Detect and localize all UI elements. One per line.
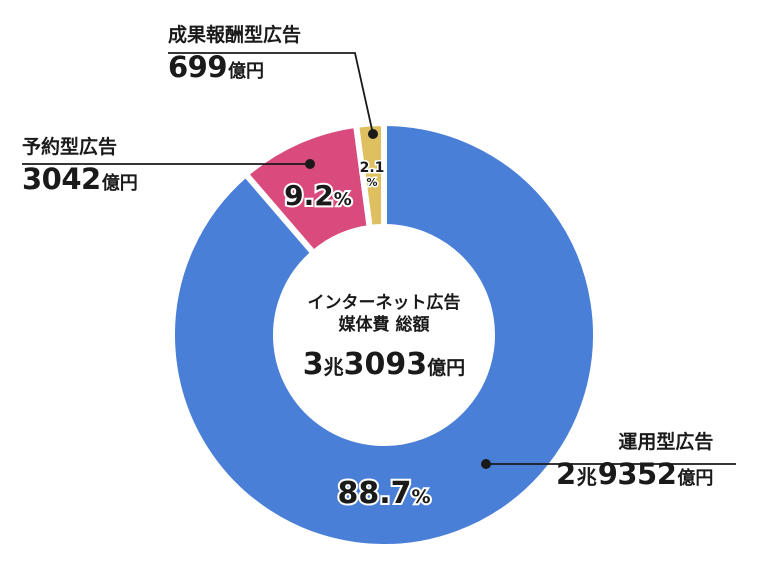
programmatic-ad-amount: 2兆9352億円	[556, 457, 714, 491]
center-title-line1: インターネット広告	[307, 293, 461, 313]
slice-programmatic	[169, 119, 599, 550]
pct-label-programmatic: 88.7%	[337, 476, 430, 511]
programmatic-ad-name: 運用型広告	[618, 431, 714, 453]
reservation-ad-name: 予約型広告	[22, 136, 118, 158]
leader-line-performance	[168, 52, 374, 135]
performance-ad-name: 成果報酬型広告	[168, 24, 302, 46]
programmatic-ad-label: 運用型広告 2兆9352億円	[556, 433, 713, 489]
leader-dot-programmatic	[481, 459, 491, 469]
pct-label-performance: 2.1%	[360, 160, 385, 189]
center-title-line2: 媒体費 総額	[338, 315, 430, 335]
pct-label-reservation: 9.2%	[284, 179, 352, 212]
center-total-label: インターネット広告 媒体費 総額 3兆3093億円	[284, 292, 484, 380]
performance-ad-label: 成果報酬型広告 699億円	[168, 26, 301, 82]
leader-dot-performance	[368, 129, 378, 139]
slice-performance	[352, 119, 387, 232]
leader-dot-reservation	[305, 159, 315, 169]
reservation-ad-amount: 3042億円	[22, 162, 138, 196]
center-total-amount: 3兆3093億円	[302, 347, 466, 382]
reservation-ad-label: 予約型広告 3042億円	[22, 138, 138, 194]
performance-ad-amount: 699億円	[168, 50, 265, 84]
